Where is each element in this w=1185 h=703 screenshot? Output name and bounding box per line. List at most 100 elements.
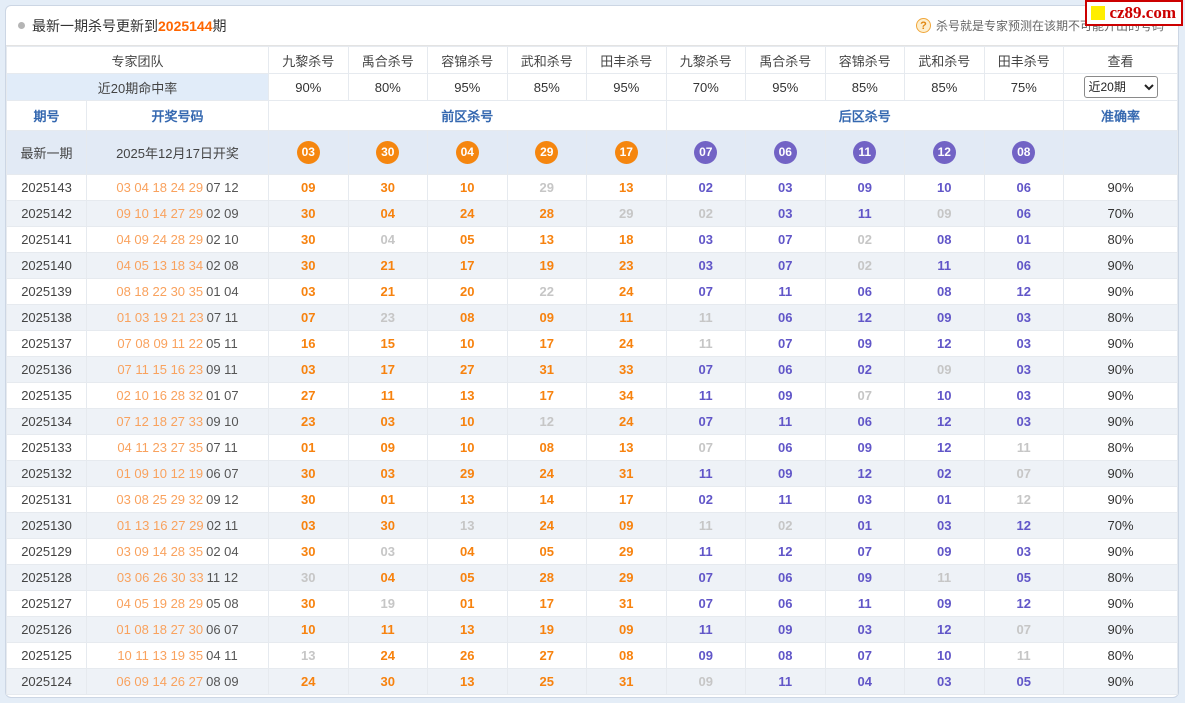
back-kill-cell: 06 xyxy=(745,434,826,461)
history-row: 2025138 01 03 19 21 23 07 11 07 23 08 09 11 1… xyxy=(6,304,1178,331)
back-kill-cell: 12 xyxy=(983,486,1065,513)
front-draw-numbers: 08 18 22 30 35 xyxy=(116,284,204,299)
back-kill-cell: 02 xyxy=(904,460,985,487)
back-kill-cell: 11 xyxy=(665,382,747,409)
hit-rate-value: 95% xyxy=(745,73,826,101)
back-kill-cell: 09 xyxy=(745,382,826,409)
draw-numbers-cell: 08 18 22 30 35 01 04 xyxy=(85,278,270,305)
history-row: 2025134 07 12 18 27 33 09 10 23 03 10 12 24 0… xyxy=(6,408,1178,435)
history-row: 2025141 04 09 24 28 29 02 10 30 04 05 13 18 0… xyxy=(6,226,1178,253)
issue-cell: 2025132 xyxy=(6,460,87,487)
back-kill-cell: 06 xyxy=(983,200,1065,227)
front-draw-numbers: 06 09 14 26 27 xyxy=(116,674,204,689)
top-bar: 最新一期杀号更新到2025144期 ? 杀号就是专家预测在该期不可能开出的号码 xyxy=(6,6,1178,46)
accuracy-cell: 90% xyxy=(1063,278,1178,305)
front-kill-cell: 24 xyxy=(586,408,667,435)
back-kill-cell: 06 xyxy=(745,304,826,331)
back-kill-cell: 09 xyxy=(745,460,826,487)
back-kill-cell: 02 xyxy=(665,200,747,227)
front-kill-cell: 11 xyxy=(347,382,429,409)
back-kill-cell: 07 xyxy=(745,330,826,357)
back-draw-numbers: 11 12 xyxy=(206,570,239,585)
issue-cell: 2025124 xyxy=(6,668,87,695)
back-kill-cell: 03 xyxy=(983,408,1065,435)
back-kill-cell: 06 xyxy=(824,408,906,435)
content-panel: 最新一期杀号更新到2025144期 ? 杀号就是专家预测在该期不可能开出的号码 … xyxy=(5,5,1179,698)
front-kill-cell: 30 xyxy=(268,226,349,253)
front-kill-cell: 25 xyxy=(506,668,588,695)
front-kill-cell: 24 xyxy=(506,512,588,539)
issue-cell: 2025142 xyxy=(6,200,87,227)
draw-numbers-cell: 03 08 25 29 32 09 12 xyxy=(85,486,270,513)
front-kill-cell: 11 xyxy=(586,304,667,331)
front-kill-cell: 03 xyxy=(268,512,349,539)
front-kill-cell: 24 xyxy=(427,200,508,227)
back-draw-numbers: 02 10 xyxy=(206,232,239,247)
front-kill-cell: 30 xyxy=(347,174,429,201)
back-kill-cell: 09 xyxy=(665,668,747,695)
front-draw-numbers: 10 11 13 19 35 xyxy=(117,648,204,663)
front-kill-cell: 17 xyxy=(586,486,667,513)
history-row: 2025126 01 08 18 27 30 06 07 10 11 13 19 09 1… xyxy=(6,616,1178,643)
latest-issue-number: 2025144 xyxy=(158,17,213,34)
back-kill-cell: 01 xyxy=(904,486,985,513)
draw-numbers-cell: 04 09 24 28 29 02 10 xyxy=(85,226,270,253)
expert-column-header: 武和杀号 xyxy=(506,46,588,74)
hit-rate-label: 近20期命中率 xyxy=(5,73,270,101)
back-kill-cell: 07 xyxy=(665,564,747,591)
accuracy-cell: 90% xyxy=(1063,590,1178,617)
expert-column-header: 田丰杀号 xyxy=(983,46,1065,74)
back-kill-cell: 11 xyxy=(745,668,826,695)
accuracy-cell: 90% xyxy=(1063,538,1178,565)
back-draw-numbers: 02 04 xyxy=(206,544,239,559)
front-kill-cell: 18 xyxy=(586,226,667,253)
back-kill-cell: 11 xyxy=(665,460,747,487)
hit-rate-value: 70% xyxy=(665,73,747,101)
back-kill-cell: 02 xyxy=(745,512,826,539)
draw-numbers-cell: 07 08 09 11 22 05 11 xyxy=(85,330,270,357)
back-kill-cell: 05 xyxy=(983,668,1065,695)
front-kill-cell: 31 xyxy=(506,356,588,383)
hit-rate-value: 95% xyxy=(586,73,667,101)
back-kill-cell: 11 xyxy=(745,278,826,305)
expert-column-header: 容锦杀号 xyxy=(824,46,906,74)
back-kill-cell: 12 xyxy=(983,590,1065,617)
back-ball-cell: 06 xyxy=(745,130,826,175)
accuracy-cell: 80% xyxy=(1063,434,1178,461)
back-kill-cell: 11 xyxy=(904,564,985,591)
draw-numbers-cell: 01 08 18 27 30 06 07 xyxy=(85,616,270,643)
front-kill-cell: 10 xyxy=(427,174,508,201)
back-kill-cell: 10 xyxy=(904,382,985,409)
back-kill-cell: 07 xyxy=(745,252,826,279)
site-logo[interactable]: cz89.com xyxy=(1085,0,1183,26)
history-row: 2025131 03 08 25 29 32 09 12 30 01 13 14 17 0… xyxy=(6,486,1178,513)
back-kill-cell: 03 xyxy=(745,174,826,201)
draw-numbers-cell: 01 13 16 27 29 02 11 xyxy=(85,512,270,539)
accuracy-cell: 70% xyxy=(1063,512,1178,539)
front-kill-ball: 04 xyxy=(455,141,479,164)
front-kill-cell: 13 xyxy=(427,668,508,695)
back-kill-cell: 03 xyxy=(824,616,906,643)
back-kill-cell: 03 xyxy=(983,538,1065,565)
back-draw-numbers: 05 08 xyxy=(206,596,239,611)
back-kill-cell: 06 xyxy=(983,252,1065,279)
back-kill-cell: 09 xyxy=(824,434,906,461)
expert-column-header: 九黎杀号 xyxy=(268,46,349,74)
issue-cell: 2025129 xyxy=(6,538,87,565)
period-select[interactable]: 近20期 xyxy=(1083,76,1158,98)
back-kill-cell: 11 xyxy=(745,486,826,513)
history-row: 2025125 10 11 13 19 35 04 11 13 24 26 27 08 0… xyxy=(6,642,1178,669)
expert-column-header: 容锦杀号 xyxy=(427,46,508,74)
draw-numbers-cell: 04 11 23 27 35 07 11 xyxy=(85,434,270,461)
issue-cell: 2025133 xyxy=(6,434,87,461)
expert-column-header: 九黎杀号 xyxy=(665,46,747,74)
front-kill-cell: 23 xyxy=(347,304,429,331)
issue-cell: 最新一期 xyxy=(6,130,87,175)
front-kill-cell: 04 xyxy=(427,538,508,565)
accuracy-cell: 70% xyxy=(1063,200,1178,227)
back-kill-cell: 02 xyxy=(824,226,906,253)
front-ball-cell: 04 xyxy=(427,130,508,175)
front-kill-cell: 34 xyxy=(586,382,667,409)
issue-cell: 2025137 xyxy=(6,330,87,357)
front-kill-cell: 05 xyxy=(427,564,508,591)
